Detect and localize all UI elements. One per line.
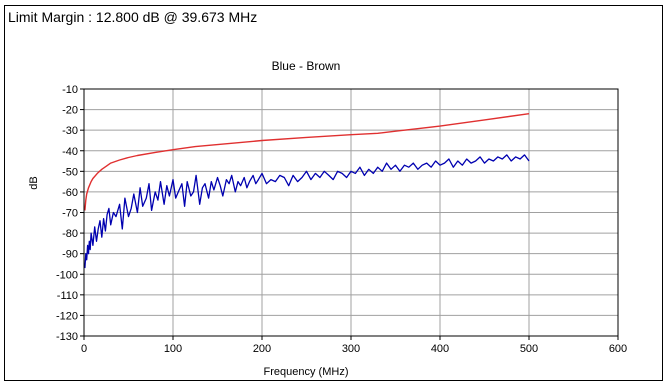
x-tick-label: 300 <box>342 343 360 355</box>
y-tick-label: -100 <box>56 269 78 281</box>
y-tick-label: -40 <box>62 146 78 158</box>
y-tick-label: -20 <box>62 105 78 117</box>
measured-series-line <box>84 154 530 269</box>
plot-area-border <box>83 88 619 337</box>
y-tick-label: -60 <box>62 187 78 199</box>
chart-frame: Limit Margin : 12.800 dB @ 39.673 MHz <box>4 5 663 381</box>
y-tick-label: -110 <box>57 290 78 302</box>
chart-title: Blue - Brown <box>272 59 341 73</box>
x-tick-label: 200 <box>253 343 271 355</box>
y-tick-label: -10 <box>62 84 78 96</box>
y-tick-label: -30 <box>62 125 78 137</box>
x-tick-label: 0 <box>81 343 87 355</box>
y-axis-label: dB <box>28 176 40 189</box>
x-tick-label: 500 <box>520 343 538 355</box>
y-tick-label: -80 <box>62 228 78 240</box>
axes: 0 100 200 300 400 500 600 -10 -20 -30 -40 -50 -60 -70… <box>56 84 627 355</box>
x-tick-label: 100 <box>164 343 182 355</box>
series-layer <box>84 113 530 269</box>
y-tick-label: -120 <box>56 310 78 322</box>
y-tick-label: -50 <box>62 166 78 178</box>
limit-series-line <box>84 113 530 211</box>
limit-margin-text: Limit Margin : 12.800 dB @ 39.673 MHz <box>8 9 258 25</box>
y-tick-label: -130 <box>56 331 78 343</box>
y-tick-label: -70 <box>62 208 78 220</box>
x-tick-label: 400 <box>431 343 449 355</box>
grid <box>83 88 619 337</box>
y-tick-label: -90 <box>62 249 78 261</box>
x-axis-label: Frequency (MHz) <box>264 366 349 378</box>
x-tick-label: 600 <box>609 343 627 355</box>
